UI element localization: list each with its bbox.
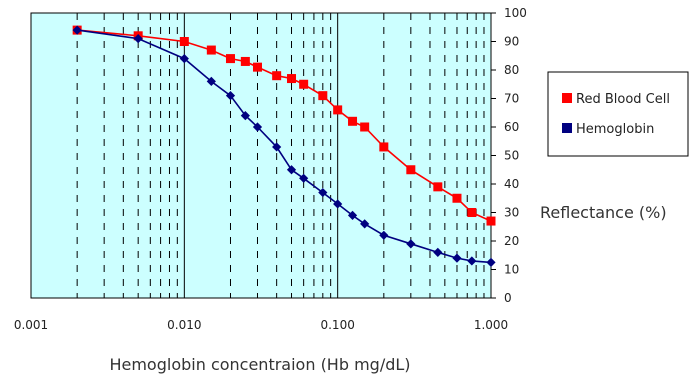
data-point: [240, 111, 250, 121]
data-point: [486, 257, 496, 267]
legend-swatch: [562, 93, 572, 103]
data-point: [206, 45, 216, 55]
series-hemoglobin: [72, 25, 496, 267]
data-point: [225, 91, 236, 101]
y-tick-label: 30: [504, 206, 519, 220]
y-axis-ticks: 0 10 20 30 40 50 60 70 80 90 100: [491, 6, 527, 305]
data-point: [133, 34, 143, 44]
y-tick-label: 0: [504, 291, 512, 305]
data-point: [452, 253, 462, 263]
data-point: [225, 54, 235, 64]
legend-swatch: [562, 123, 572, 133]
data-point: [452, 193, 462, 203]
y-tick-label: 20: [504, 234, 519, 248]
data-point: [379, 142, 389, 152]
series-red-blood-cell: [72, 25, 496, 226]
data-point: [467, 256, 477, 266]
data-point: [486, 216, 496, 226]
data-point: [206, 76, 216, 86]
data-point: [379, 230, 389, 240]
x-tick-label: 1.000: [474, 318, 508, 332]
legend-box: [547, 71, 689, 157]
series-line: [77, 29, 492, 264]
data-point: [252, 122, 263, 132]
data-point: [252, 62, 262, 72]
data-point: [179, 54, 189, 64]
y-axis-title: Reflectance (%): [540, 203, 667, 222]
legend: Red Blood Cell Hemoglobin: [547, 71, 689, 157]
y-tick-label: 90: [504, 35, 519, 49]
data-point: [406, 165, 416, 175]
data-point: [299, 79, 309, 89]
data-point: [318, 91, 328, 101]
legend-label: Red Blood Cell: [576, 92, 670, 107]
data-point: [433, 182, 443, 192]
data-point: [272, 142, 282, 152]
y-tick-label: 100: [504, 6, 527, 20]
y-tick-label: 50: [504, 149, 519, 163]
x-axis-title: Hemoglobin concentraion (Hb mg/dL): [109, 355, 410, 374]
data-point: [333, 105, 343, 115]
data-point: [433, 247, 443, 257]
data-point: [467, 208, 477, 217]
data-point: [286, 165, 297, 175]
y-tick-label: 60: [504, 120, 519, 134]
data-point: [318, 187, 328, 198]
grid-lines: [76, 13, 485, 298]
x-axis-ticks: 0.001 0.010 0.100 1.000: [14, 318, 508, 332]
y-tick-label: 80: [504, 63, 519, 77]
y-tick-label: 10: [504, 263, 519, 277]
data-point: [348, 116, 358, 126]
data-point: [347, 210, 358, 220]
data-point: [360, 122, 370, 132]
data-point: [272, 71, 282, 81]
data-point: [299, 173, 309, 183]
x-tick-label: 0.001: [14, 318, 48, 332]
data-point: [360, 219, 370, 229]
legend-label: Hemoglobin: [576, 122, 654, 137]
series-layer: [72, 25, 496, 267]
data-point: [72, 25, 82, 35]
data-point: [240, 56, 250, 66]
x-tick-label: 0.010: [167, 318, 201, 332]
x-tick-label: 0.100: [320, 318, 354, 332]
y-tick-label: 70: [504, 92, 519, 106]
y-tick-label: 40: [504, 177, 519, 191]
data-point: [287, 74, 297, 84]
data-point: [179, 37, 189, 46]
data-point: [406, 239, 416, 249]
plot-area: [30, 12, 492, 299]
data-point: [333, 199, 343, 209]
